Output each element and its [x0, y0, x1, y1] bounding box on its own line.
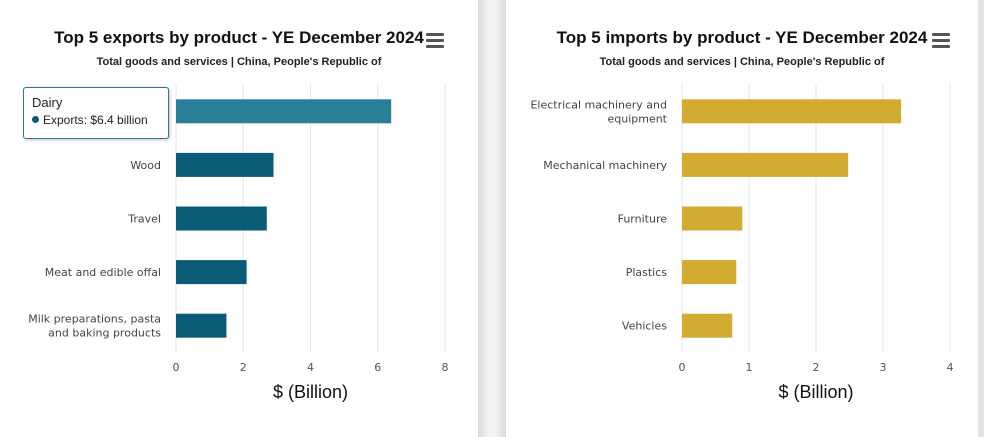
tooltip-value: $6.4 billion [90, 113, 148, 127]
chart-menu-icon[interactable] [932, 33, 950, 49]
bar [682, 99, 902, 124]
chart-subtitle: Total goods and services | China, People… [96, 56, 382, 68]
bar [176, 260, 247, 285]
exports-chart-panel: Top 5 exports by product - YE December 2… [0, 0, 478, 437]
bar [682, 152, 849, 177]
x-tick-label: 1 [746, 361, 753, 374]
bar [176, 99, 392, 124]
category-label: Wood [130, 159, 161, 172]
x-tick-label: 0 [173, 361, 180, 374]
x-tick-label: 4 [947, 361, 954, 374]
panel-gutter [478, 0, 506, 437]
category-label: equipment [607, 112, 667, 125]
tooltip-body: Exports: $6.4 billion [32, 113, 160, 127]
x-axis-title: $ (Billion) [273, 382, 348, 402]
chart-tooltip: Dairy Exports: $6.4 billion [23, 87, 169, 139]
category-label: Plastics [626, 266, 668, 279]
chart-subtitle: Total goods and services | China, People… [599, 56, 885, 68]
bar [682, 260, 737, 285]
category-label: Travel [127, 213, 161, 226]
x-tick-label: 3 [880, 361, 887, 374]
x-axis-title: $ (Billion) [778, 382, 853, 402]
category-label: Furniture [618, 213, 668, 226]
category-label: Electrical machinery and [530, 98, 667, 111]
x-tick-label: 4 [307, 361, 314, 374]
bar [176, 206, 267, 231]
series-dot-icon [32, 116, 39, 123]
x-tick-label: 8 [442, 361, 449, 374]
bar [176, 313, 227, 338]
bar [682, 313, 733, 338]
tooltip-title: Dairy [32, 95, 63, 110]
category-label: and baking products [48, 327, 161, 340]
chart-menu-icon[interactable] [426, 33, 444, 49]
bar [176, 152, 274, 177]
chart-title: Top 5 imports by product - YE December 2… [556, 28, 928, 47]
x-tick-label: 0 [679, 361, 686, 374]
tooltip-series-name: Exports [43, 113, 84, 127]
category-label: Meat and edible offal [45, 266, 161, 279]
bar [682, 206, 743, 231]
category-label: Vehicles [622, 320, 667, 333]
exports-bar-chart: 0 2 4 6 8 $ (Billion) Dairy Wood Travel Meat and … [28, 84, 449, 402]
imports-chart-panel: Top 5 imports by product - YE December 2… [506, 0, 978, 437]
imports-bar-chart: 0 1 2 3 4 $ (Billion) Electrical machinery and… [530, 84, 954, 402]
category-label: Milk preparations, pasta [28, 313, 161, 326]
x-tick-label: 6 [374, 361, 381, 374]
x-tick-label: 2 [240, 361, 247, 374]
chart-title: Top 5 exports by product - YE December 2… [54, 28, 424, 47]
category-label: Mechanical machinery [543, 159, 667, 172]
x-tick-label: 2 [813, 361, 820, 374]
